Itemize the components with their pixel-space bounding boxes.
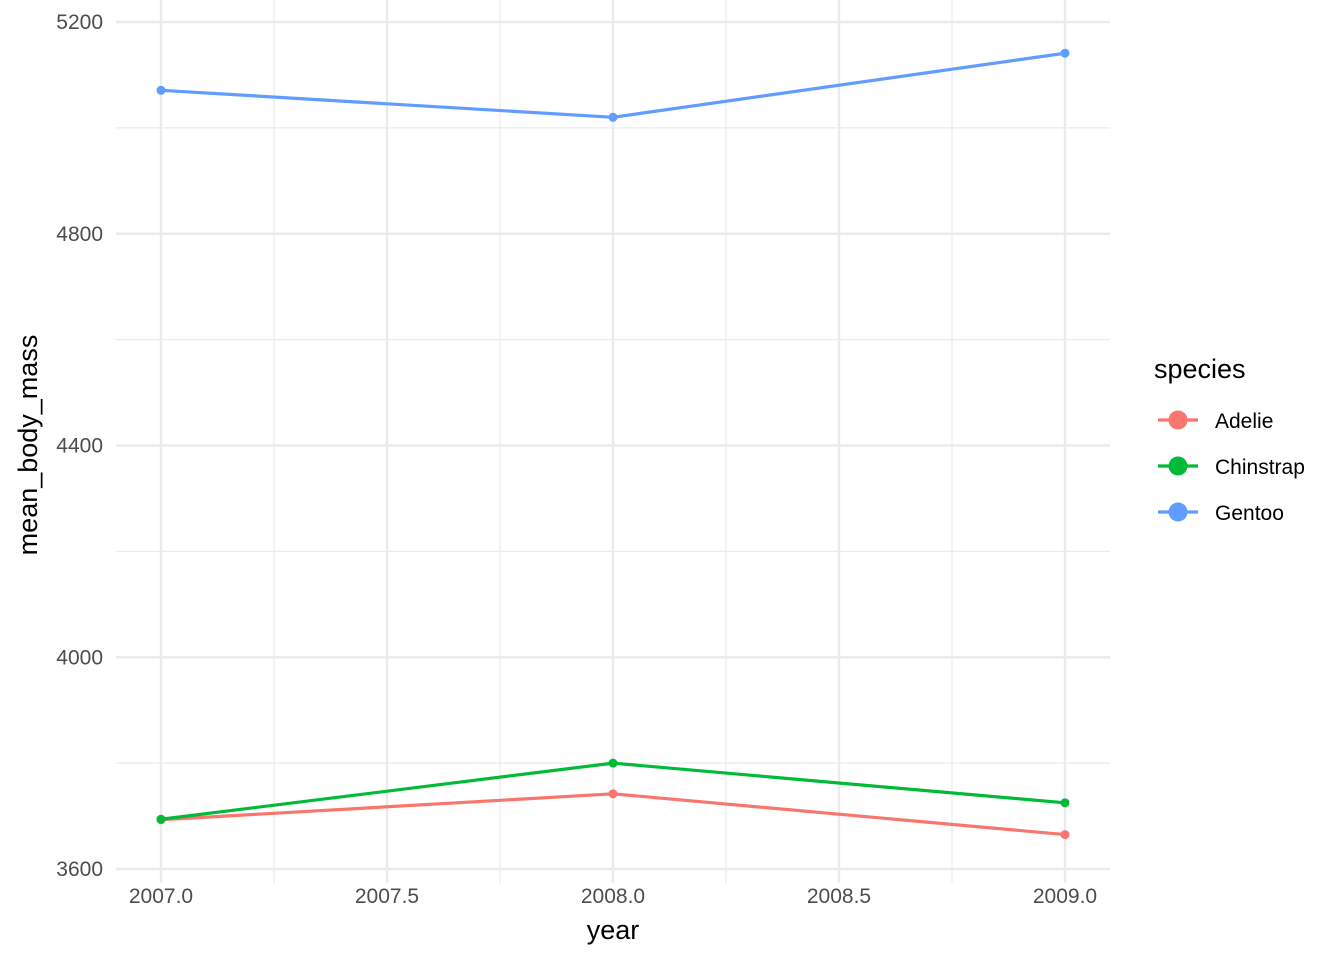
data-point-adelie bbox=[608, 789, 618, 799]
data-point-chinstrap bbox=[156, 814, 166, 824]
data-point-gentoo bbox=[608, 112, 618, 122]
data-point-adelie bbox=[1060, 830, 1070, 840]
legend-item-gentoo: Gentoo bbox=[1158, 502, 1284, 525]
y-tick-label: 4800 bbox=[56, 223, 103, 246]
legend-item-adelie: Adelie bbox=[1158, 410, 1273, 433]
data-point-gentoo bbox=[1060, 48, 1070, 58]
data-point-chinstrap bbox=[1060, 798, 1070, 808]
legend-label-adelie: Adelie bbox=[1215, 410, 1273, 433]
y-tick-label: 5200 bbox=[56, 11, 103, 34]
x-tick-label: 2007.5 bbox=[355, 885, 419, 908]
x-axis-title: year bbox=[587, 915, 640, 945]
data-point-gentoo bbox=[156, 85, 166, 95]
legend-title: species bbox=[1154, 354, 1246, 384]
legend-key-point-adelie bbox=[1168, 410, 1188, 430]
data-point-chinstrap bbox=[608, 758, 618, 768]
x-axis-tick-labels: 2007.0 2007.5 2008.0 2008.5 2009.0 bbox=[129, 885, 1097, 908]
y-axis-title: mean_body_mass bbox=[13, 335, 43, 556]
major-gridlines bbox=[116, 0, 1110, 883]
x-tick-label: 2008.5 bbox=[807, 885, 871, 908]
y-tick-label: 4400 bbox=[56, 435, 103, 458]
legend-label-gentoo: Gentoo bbox=[1215, 502, 1284, 525]
x-tick-label: 2008.0 bbox=[581, 885, 645, 908]
y-axis-tick-labels: 3600 4000 4400 4800 5200 bbox=[56, 11, 103, 881]
y-tick-label: 3600 bbox=[56, 858, 103, 881]
x-tick-label: 2009.0 bbox=[1033, 885, 1097, 908]
legend-item-chinstrap: Chinstrap bbox=[1158, 456, 1305, 479]
legend-items: Adelie Chinstrap Gentoo bbox=[1158, 410, 1305, 525]
y-tick-label: 4000 bbox=[56, 646, 103, 669]
series-points bbox=[156, 48, 1070, 840]
legend-label-chinstrap: Chinstrap bbox=[1215, 456, 1305, 479]
x-tick-label: 2007.0 bbox=[129, 885, 193, 908]
legend: species Adelie Chinstrap Gentoo bbox=[1154, 354, 1305, 525]
legend-key-point-chinstrap bbox=[1168, 456, 1188, 476]
legend-key-point-gentoo bbox=[1168, 502, 1188, 522]
